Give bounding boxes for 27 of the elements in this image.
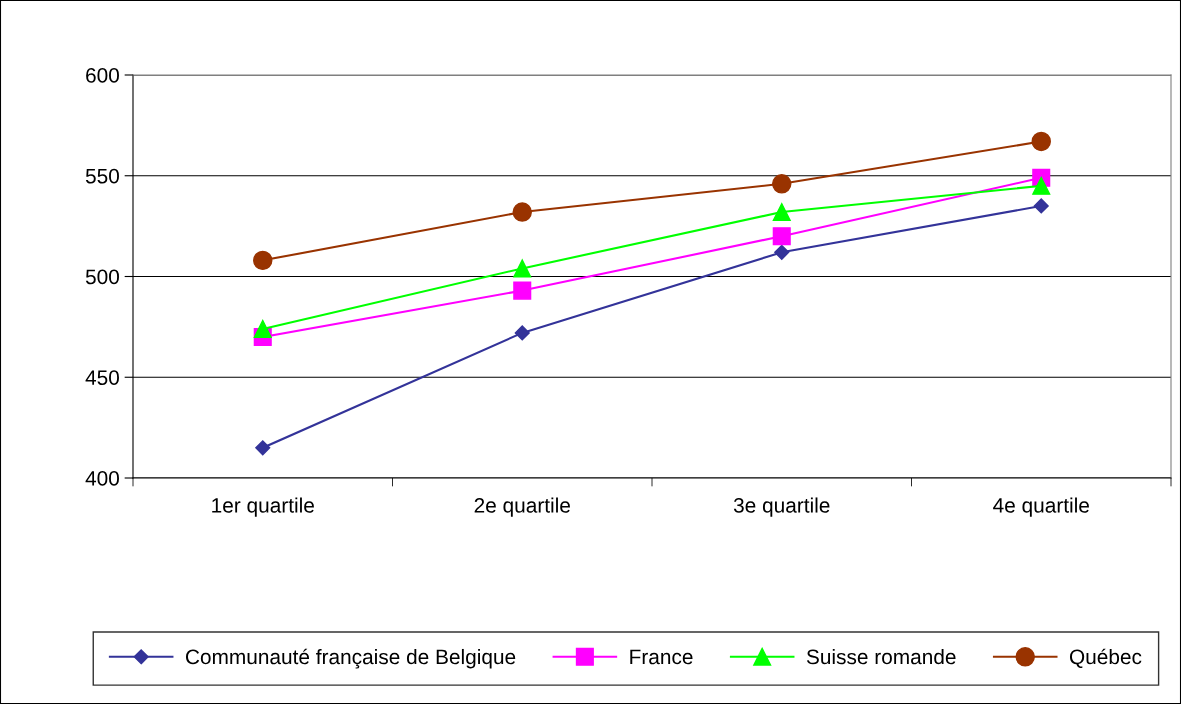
point xyxy=(253,250,273,271)
point xyxy=(513,259,532,278)
legend-label: Communauté française de Belgique xyxy=(185,648,516,669)
y-tick-label: 400 xyxy=(85,471,119,486)
point xyxy=(253,319,272,338)
y-tick-label: 450 xyxy=(85,370,119,385)
x-tick-label: 1er quartile xyxy=(212,497,314,517)
point xyxy=(513,281,532,300)
y-tick-label: 550 xyxy=(85,168,119,184)
point xyxy=(774,244,790,260)
point xyxy=(514,325,530,341)
y-tick-label: 500 xyxy=(85,269,119,285)
legend-label: Suisse romande xyxy=(806,648,956,665)
y-tick-label: 600 xyxy=(86,68,119,83)
point xyxy=(1031,131,1051,152)
point xyxy=(772,174,792,194)
point xyxy=(255,440,271,456)
legend-label: France xyxy=(630,649,693,665)
point xyxy=(1032,176,1051,195)
legend-label: Québec xyxy=(1069,648,1142,668)
x-tick-label: 2e quartile xyxy=(474,497,570,517)
point xyxy=(512,202,532,222)
x-tick-label: 3e quartile xyxy=(733,497,830,517)
point xyxy=(772,202,791,222)
x-tick-label: 4e quartile xyxy=(993,497,1089,517)
point xyxy=(1033,198,1049,214)
point xyxy=(772,227,791,246)
